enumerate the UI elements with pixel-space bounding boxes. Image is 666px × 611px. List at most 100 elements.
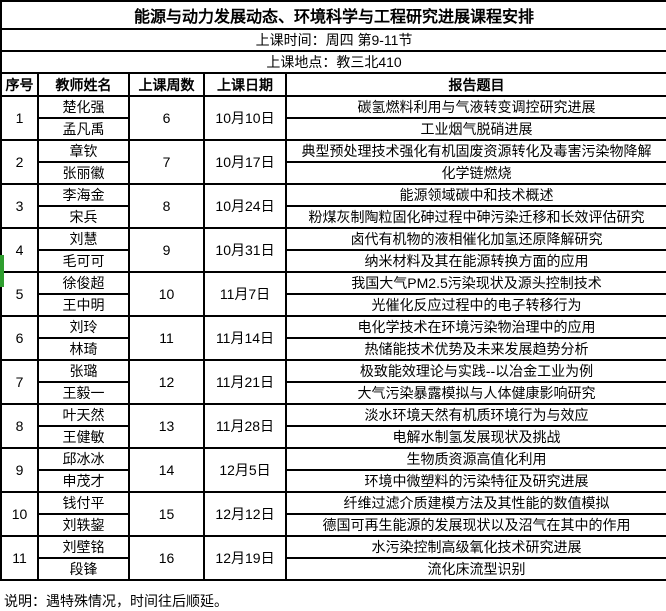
date-cell: 10月17日: [203, 139, 287, 185]
topic-cell: 能源领域碳中和技术概述: [284, 183, 666, 207]
row-highlight-marker: [0, 255, 4, 287]
teacher-name-cell: 叶天然: [37, 403, 130, 427]
table-row: 1 楚化强 6 10月10日 碳氢燃料利用与气液转变调控研究进展: [0, 95, 666, 141]
teacher-name-cell: 楚化强: [37, 95, 130, 119]
weeks-cell: 11: [128, 315, 205, 361]
topic-cell: 热储能技术优势及未来发展趋势分析: [284, 337, 666, 361]
schedule-table: 能源与动力发展动态、环境科学与工程研究进展课程安排 上课时间：周四 第9-11节…: [0, 0, 666, 581]
row-number-cell: 5: [0, 271, 39, 317]
table-row: 3 李海金 8 10月24日 能源领域碳中和技术概述: [0, 183, 666, 229]
table-row: 段锋 流化床流型识别: [1, 557, 666, 581]
date-cell: 12月12日: [203, 491, 287, 537]
table-row: 宋兵 粉煤灰制陶粒固化砷过程中砷污染迁移和长效评估研究: [1, 205, 666, 229]
table-row: 林琦 热储能技术优势及未来发展趋势分析: [1, 337, 666, 361]
table-row: 孟凡禹 工业烟气脱硝进展: [1, 117, 666, 141]
topic-cell: 电解水制氢发展现状及挑战: [284, 425, 666, 449]
topic-cell: 碳氢燃料利用与气液转变调控研究进展: [284, 95, 666, 119]
date-cell: 11月7日: [203, 271, 287, 317]
teacher-name-cell: 刘慧: [37, 227, 130, 251]
topic-cell: 化学链燃烧: [284, 161, 666, 185]
teacher-name-cell: 申茂才: [37, 469, 130, 493]
teacher-name-cell: 刘轶鋆: [37, 513, 130, 537]
weeks-cell: 13: [128, 403, 205, 449]
date-cell: 11月28日: [203, 403, 287, 449]
teacher-name-cell: 王毅一: [37, 381, 130, 405]
row-number-cell: 6: [0, 315, 39, 361]
weeks-cell: 7: [128, 139, 205, 185]
row-number-cell: 10: [0, 491, 39, 537]
topic-cell: 极致能效理论与实践--以冶金工业为例: [284, 359, 666, 383]
table-row: 10 钱付平 15 12月12日 纤维过滤介质建模方法及其性能的数值模拟: [0, 491, 666, 537]
table-row: 毛可可 纳米材料及其在能源转换方面的应用: [1, 249, 666, 273]
weeks-cell: 12: [128, 359, 205, 405]
row-number-cell: 7: [0, 359, 39, 405]
table-row: 王中明 光催化反应过程中的电子转移行为: [1, 293, 666, 317]
topic-cell: 光催化反应过程中的电子转移行为: [284, 293, 666, 317]
class-location: 上课地点：教三北410: [0, 50, 666, 74]
row-number-cell: 3: [0, 183, 39, 229]
row-number-cell: 4: [0, 227, 39, 273]
column-header-row: 序号 教师姓名 上课周数 上课日期 报告题目: [0, 72, 666, 97]
teacher-name-cell: 王中明: [37, 293, 130, 317]
row-number-cell: 2: [0, 139, 39, 185]
weeks-cell: 8: [128, 183, 205, 229]
teacher-name-cell: 王健敏: [37, 425, 130, 449]
topic-cell: 水污染控制高级氧化技术研究进展: [284, 535, 666, 559]
topic-cell: 纤维过滤介质建模方法及其性能的数值模拟: [284, 491, 666, 515]
teacher-name-cell: 邱冰冰: [37, 447, 130, 471]
table-row: 9 邱冰冰 14 12月5日 生物质资源高值化利用: [0, 447, 666, 493]
date-cell: 12月19日: [203, 535, 287, 581]
teacher-name-cell: 徐俊超: [37, 271, 130, 295]
table-row: 王毅一 大气污染暴露模拟与人体健康影响研究: [1, 381, 666, 405]
topic-cell: 我国大气PM2.5污染现状及源头控制技术: [284, 271, 666, 295]
row-number-cell: 9: [0, 447, 39, 493]
table-row: 刘轶鋆 德国可再生能源的发展现状以及沼气在其中的作用: [1, 513, 666, 537]
table-row: 7 张璐 12 11月21日 极致能效理论与实践--以冶金工业为例: [0, 359, 666, 405]
teacher-name-cell: 张璐: [37, 359, 130, 383]
date-cell: 11月21日: [203, 359, 287, 405]
row-number-cell: 8: [0, 403, 39, 449]
table-row: 申茂才 环境中微塑料的污染特征及研究进展: [1, 469, 666, 493]
title-row: 能源与动力发展动态、环境科学与工程研究进展课程安排: [0, 0, 666, 30]
topic-cell: 生物质资源高值化利用: [284, 447, 666, 471]
column-header-date: 上课日期: [203, 72, 287, 97]
teacher-name-cell: 毛可可: [37, 249, 130, 273]
date-cell: 12月5日: [203, 447, 287, 493]
class-time-row: 上课时间：周四 第9-11节: [0, 28, 666, 52]
column-header-topic: 报告题目: [284, 72, 666, 97]
date-cell: 11月14日: [203, 315, 287, 361]
page-title: 能源与动力发展动态、环境科学与工程研究进展课程安排: [0, 0, 666, 30]
weeks-cell: 9: [128, 227, 205, 273]
table-row: 5 徐俊超 10 11月7日 我国大气PM2.5污染现状及源头控制技术: [0, 271, 666, 317]
schedule-body: 1 楚化强 6 10月10日 碳氢燃料利用与气液转变调控研究进展 孟凡禹 工业烟气脱硝进展 2…: [0, 95, 666, 581]
topic-cell: 纳米材料及其在能源转换方面的应用: [284, 249, 666, 273]
table-row: 11 刘壁铭 16 12月19日 水污染控制高级氧化技术研究进展: [0, 535, 666, 581]
column-header-weeks: 上课周数: [128, 72, 205, 97]
topic-cell: 大气污染暴露模拟与人体健康影响研究: [284, 381, 666, 405]
footnote: 说明：遇特殊情况，时间往后顺延。: [4, 593, 228, 609]
teacher-name-cell: 段锋: [37, 557, 130, 581]
table-row: 4 刘慧 9 10月31日 卤代有机物的液相催化加氢还原降解研究: [0, 227, 666, 273]
topic-cell: 德国可再生能源的发展现状以及沼气在其中的作用: [284, 513, 666, 537]
table-row: 8 叶天然 13 11月28日 淡水环境天然有机质环境行为与效应: [0, 403, 666, 449]
teacher-name-cell: 章钦: [37, 139, 130, 163]
teacher-name-cell: 钱付平: [37, 491, 130, 515]
table-row: 2 章钦 7 10月17日 典型预处理技术强化有机固废资源转化及毒害污染物降解: [0, 139, 666, 185]
topic-cell: 典型预处理技术强化有机固废资源转化及毒害污染物降解: [284, 139, 666, 163]
topic-cell: 工业烟气脱硝进展: [284, 117, 666, 141]
teacher-name-cell: 刘玲: [37, 315, 130, 339]
weeks-cell: 10: [128, 271, 205, 317]
table-row: 6 刘玲 11 11月14日 电化学技术在环境污染物治理中的应用: [0, 315, 666, 361]
teacher-name-cell: 李海金: [37, 183, 130, 207]
topic-cell: 流化床流型识别: [284, 557, 666, 581]
date-cell: 10月31日: [203, 227, 287, 273]
topic-cell: 淡水环境天然有机质环境行为与效应: [284, 403, 666, 427]
weeks-cell: 6: [128, 95, 205, 141]
topic-cell: 环境中微塑料的污染特征及研究进展: [284, 469, 666, 493]
topic-cell: 电化学技术在环境污染物治理中的应用: [284, 315, 666, 339]
class-time: 上课时间：周四 第9-11节: [0, 28, 666, 52]
teacher-name-cell: 孟凡禹: [37, 117, 130, 141]
row-number-cell: 1: [0, 95, 39, 141]
teacher-name-cell: 宋兵: [37, 205, 130, 229]
